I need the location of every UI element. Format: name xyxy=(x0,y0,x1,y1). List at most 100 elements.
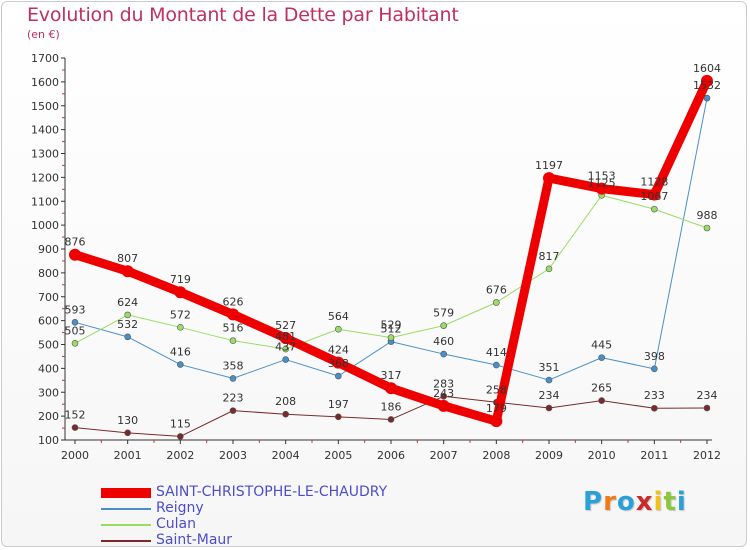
data-label-1: 351 xyxy=(539,361,560,374)
data-label-0: 1604 xyxy=(693,62,721,75)
data-label-0: 424 xyxy=(328,344,349,357)
y-tick-label: 1100 xyxy=(31,195,59,208)
data-label-2: 1125 xyxy=(588,176,616,189)
series-point-1 xyxy=(282,356,289,363)
x-tick-label: 2011 xyxy=(640,449,668,462)
x-tick-label: 2008 xyxy=(482,449,510,462)
data-label-1: 414 xyxy=(486,346,507,359)
data-label-2: 572 xyxy=(170,308,191,321)
x-tick-label: 2002 xyxy=(166,449,194,462)
series-point-3 xyxy=(387,416,395,423)
data-label-1: 445 xyxy=(591,339,612,352)
y-tick-label: 1000 xyxy=(31,219,59,232)
series-point-3 xyxy=(440,393,447,400)
data-label-2: 988 xyxy=(697,209,718,222)
series-point-0 xyxy=(174,286,187,299)
y-tick-label: 700 xyxy=(38,291,59,304)
series-point-1 xyxy=(703,94,711,102)
y-tick-label: 300 xyxy=(38,386,59,399)
y-tick-label: 100 xyxy=(38,434,59,447)
data-label-2: 1067 xyxy=(640,190,668,203)
y-tick-label: 1700 xyxy=(31,52,59,65)
series-point-2 xyxy=(71,340,79,347)
series-point-3 xyxy=(282,410,289,418)
y-tick-label: 1500 xyxy=(31,100,59,113)
data-label-1: 593 xyxy=(65,303,86,316)
data-label-3: 234 xyxy=(539,389,560,402)
data-label-1: 368 xyxy=(328,357,349,370)
series-point-2 xyxy=(440,322,447,329)
data-label-3: 223 xyxy=(223,392,244,405)
data-label-3: 234 xyxy=(697,389,718,402)
series-point-0 xyxy=(121,265,134,278)
series-point-1 xyxy=(651,365,658,373)
y-tick-label: 500 xyxy=(38,339,59,352)
x-tick-label: 2003 xyxy=(219,449,247,462)
chart-title: Evolution du Montant de la Dette par Hab… xyxy=(27,4,459,26)
series-point-2 xyxy=(229,337,237,344)
series-point-2 xyxy=(493,299,500,306)
data-label-2: 516 xyxy=(223,322,244,335)
series-point-3 xyxy=(651,404,658,412)
data-label-0: 807 xyxy=(117,252,138,265)
data-label-3: 186 xyxy=(381,400,402,413)
data-label-3: 283 xyxy=(433,377,454,390)
logo-letter: r xyxy=(603,487,617,517)
data-label-2: 481 xyxy=(275,330,296,343)
series-point-3 xyxy=(177,433,184,440)
data-label-3: 208 xyxy=(275,395,296,408)
y-tick-label: 200 xyxy=(38,410,59,423)
series-point-0 xyxy=(701,74,713,87)
data-label-3: 152 xyxy=(65,409,86,422)
series-point-0 xyxy=(595,182,608,195)
series-point-0 xyxy=(543,172,555,185)
series-point-0 xyxy=(437,399,450,412)
data-label-1: 416 xyxy=(170,346,191,359)
logo-letter: P xyxy=(583,487,604,517)
data-label-2: 505 xyxy=(65,324,86,337)
legend-label: Culan xyxy=(156,516,196,532)
logo-letter: x xyxy=(635,487,654,517)
chart-unit: (en €) xyxy=(27,28,60,41)
series-point-3 xyxy=(545,404,553,412)
data-label-3: 265 xyxy=(591,382,612,395)
x-tick-label: 2012 xyxy=(693,449,721,462)
series-point-3 xyxy=(124,429,131,437)
data-label-0: 626 xyxy=(223,295,244,308)
legend-swatch xyxy=(101,540,151,542)
y-tick-label: 400 xyxy=(38,362,59,375)
data-label-2: 564 xyxy=(328,310,349,323)
data-label-0: 876 xyxy=(65,236,86,249)
series-point-3 xyxy=(229,407,237,414)
legend-label: Reigny xyxy=(156,500,204,516)
series-point-0 xyxy=(648,188,661,201)
series-point-0 xyxy=(279,332,292,345)
legend-label: Saint-Maur xyxy=(156,532,233,548)
series-point-2 xyxy=(651,205,658,213)
series-point-2 xyxy=(703,224,711,232)
data-label-1: 358 xyxy=(223,359,244,372)
data-label-2: 579 xyxy=(433,307,454,320)
legend-swatch xyxy=(101,488,151,498)
data-label-1: 1532 xyxy=(693,79,721,92)
series-point-2 xyxy=(387,334,395,341)
data-label-3: 115 xyxy=(170,417,191,430)
x-tick-label: 2009 xyxy=(535,449,563,462)
data-label-0: 1153 xyxy=(588,170,616,183)
x-tick-label: 2005 xyxy=(324,449,352,462)
data-label-0: 179 xyxy=(486,402,507,415)
y-tick-label: 1200 xyxy=(31,171,59,184)
series-point-3 xyxy=(335,413,342,421)
data-label-1: 460 xyxy=(433,335,454,348)
data-label-0: 719 xyxy=(170,273,191,286)
data-label-0: 1197 xyxy=(535,159,563,172)
series-point-1 xyxy=(545,376,553,384)
y-tick-label: 600 xyxy=(38,315,59,328)
y-tick-label: 1400 xyxy=(31,124,59,137)
series-point-1 xyxy=(229,375,237,382)
series-point-0 xyxy=(490,415,503,428)
y-tick-label: 1600 xyxy=(31,76,59,89)
data-label-3: 130 xyxy=(117,414,138,427)
y-tick-label: 1300 xyxy=(31,148,59,161)
